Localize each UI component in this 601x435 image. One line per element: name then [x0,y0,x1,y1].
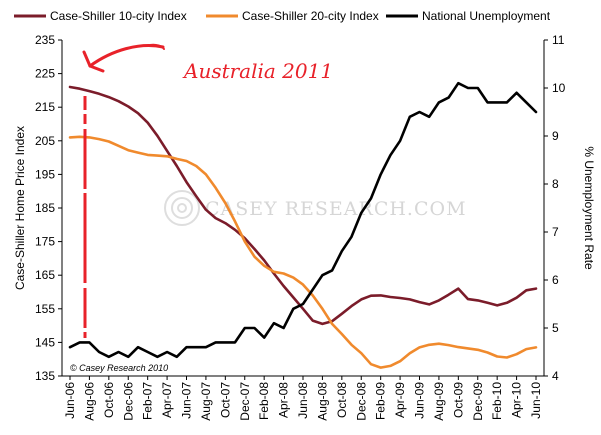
x-tick-label: Aug-06 [82,382,96,421]
x-tick-label: Apr-10 [510,382,524,418]
y-tick-label: 225 [35,67,55,81]
x-tick-label: Aug-07 [199,382,213,421]
y2-tick-label: 10 [552,81,566,95]
x-tick-label: Dec-06 [121,382,135,421]
copyright-note: © Casey Research 2010 [70,363,168,373]
x-tick-label: Dec-07 [238,382,252,421]
x-tick-label: Oct-06 [102,382,116,418]
y-axis-title: Case-Shiller Home Price Index [13,126,27,290]
x-tick-label: Oct-07 [218,382,232,418]
y-tick-label: 175 [35,235,55,249]
series-lines [68,81,538,369]
legend-label-10city: Case-Shiller 10-city Index [50,9,187,23]
x-tick-label: Jun-06 [63,382,77,419]
annotation-arrow-head-icon [82,50,105,73]
y-tick-label: 165 [35,268,55,282]
y-tick-label: 145 [35,335,55,349]
y2-tick-label: 11 [552,33,565,47]
series-unemployment-line [68,81,538,359]
x-tick-label: Jun-10 [529,382,543,419]
watermark-logo-icon-inner [171,197,193,219]
watermark: CASEY RESEARCH.COM [164,190,467,226]
y2-tick-label: 9 [552,129,559,143]
series-20city-line [68,135,538,369]
y-tick-label: 235 [35,33,55,47]
y-ticks-left: 135 145 155 165 175 185 195 205 215 225 235 [35,33,62,383]
legend: Case-Shiller 10-city Index Case-Shiller … [14,9,551,23]
series-10city-line [68,85,538,326]
y-tick-label: 205 [35,134,55,148]
x-tick-label: Jun-08 [296,382,310,419]
y2-tick-label: 8 [552,177,559,191]
australia-annotation: Australia 2011 [82,43,333,338]
x-tick-label: Feb-07 [141,382,155,420]
x-ticks: Jun-06 Aug-06 Oct-06 Dec-06 Feb-07 Apr-07 Jun-… [63,376,543,421]
y2-tick-label: 7 [552,225,559,239]
x-tick-label: Feb-09 [374,382,388,420]
annotation-label: Australia 2011 [182,59,333,83]
x-tick-label: Oct-08 [335,382,349,418]
y-tick-label: 135 [35,369,55,383]
legend-label-unemployment: National Unemployment [422,9,551,23]
y2-tick-label: 6 [552,273,559,287]
annotation-arrow-shaft [88,44,165,68]
y2-tick-label: 4 [552,369,559,383]
y2-tick-label: 5 [552,321,559,335]
x-tick-label: Apr-08 [277,382,291,418]
y-tick-label: 185 [35,201,55,215]
x-tick-label: Oct-09 [451,382,465,418]
y-tick-label: 215 [35,100,55,114]
x-tick-label: Jun-09 [413,382,427,419]
legend-label-20city: Case-Shiller 20-city Index [242,9,379,23]
watermark-logo-icon-core [177,203,187,213]
y-tick-label: 155 [35,302,55,316]
x-tick-label: Aug-08 [315,382,329,421]
x-tick-label: Apr-09 [393,382,407,418]
annotation-arrow-tail [149,43,165,50]
y-ticks-right: 4 5 6 7 8 9 10 11 [544,33,566,383]
x-tick-label: Dec-09 [471,382,485,421]
x-tick-label: Feb-10 [490,382,504,420]
x-tick-label: Dec-08 [354,382,368,421]
x-tick-label: Jun-07 [180,382,194,419]
y-tick-label: 195 [35,167,55,181]
x-tick-label: Aug-09 [432,382,446,421]
watermark-text: CASEY RESEARCH.COM [205,198,467,220]
x-tick-label: Feb-08 [257,382,271,420]
watermark-logo-icon [164,190,200,226]
x-tick-label: Apr-07 [160,382,174,418]
y2-axis-title: % Unemployment Rate [582,146,596,270]
